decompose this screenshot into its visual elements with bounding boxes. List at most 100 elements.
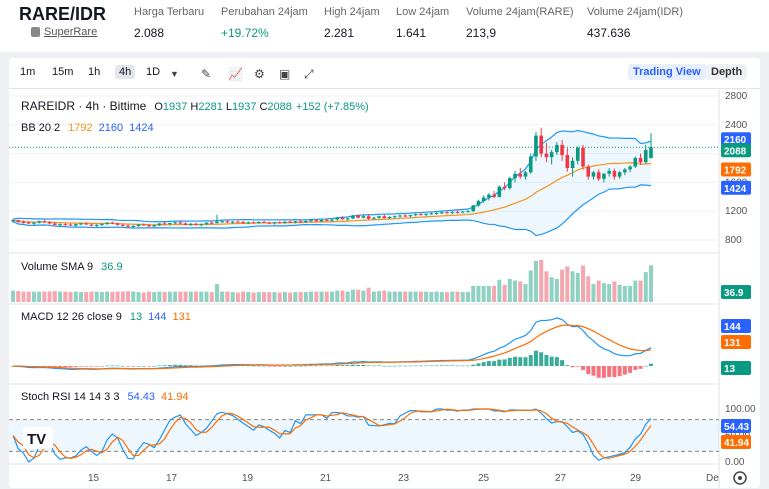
volume-bar: [356, 289, 361, 302]
settings-icon[interactable]: [733, 471, 747, 485]
candle: [591, 172, 596, 177]
candle: [575, 147, 580, 161]
macd-histogram-bar: [418, 365, 423, 367]
stoch-d-tag: 41.94: [724, 438, 749, 449]
gear-icon[interactable]: ⚙: [254, 67, 265, 81]
volume-bar: [78, 292, 83, 302]
volume-bar: [225, 291, 230, 302]
depth-button[interactable]: Depth: [706, 64, 748, 80]
volume-bar: [486, 285, 491, 302]
chart-canvas[interactable]: RAREIDR · 4h · Bittime O1937 H2281 L1937 C20…: [9, 58, 760, 488]
macd-histogram-bar: [460, 365, 465, 367]
last-price-tag-bg: [721, 143, 751, 158]
volume-bar: [262, 292, 267, 302]
interval-1m[interactable]: 1m: [20, 66, 36, 78]
volume-bars: [11, 260, 653, 302]
candle: [476, 201, 481, 206]
candle: [84, 223, 89, 225]
trading-view-button[interactable]: Trading View: [628, 64, 706, 80]
candle: [429, 213, 434, 215]
stoch-d-tag-bg: [721, 435, 751, 449]
candle: [570, 160, 575, 168]
macd-histogram-bar: [638, 366, 643, 369]
stoch-tick-label: 100.00: [725, 404, 756, 415]
macd-histogram-bar: [152, 365, 157, 367]
save-icon[interactable]: ▣: [279, 67, 291, 81]
candle: [309, 220, 313, 222]
stat-last-price: Harga Terbaru 2.088: [134, 6, 205, 40]
macd-histogram-bar: [539, 352, 544, 366]
macd-histogram-bar: [350, 364, 355, 366]
volume-bar: [214, 284, 219, 302]
bollinger-lower-line: [12, 184, 652, 237]
volume-bar: [73, 291, 78, 302]
candle: [63, 224, 68, 226]
token-source-label[interactable]: SuperRare: [44, 26, 98, 38]
volume-bar: [194, 291, 199, 302]
macd-histogram-bar: [377, 365, 382, 367]
candle: [11, 220, 15, 222]
macd-histogram-bar: [607, 366, 612, 377]
volume-bar: [68, 292, 73, 302]
volume-bar: [282, 292, 287, 302]
macd-histogram-bar: [471, 364, 476, 366]
volume-bar: [581, 265, 586, 302]
volume-bar: [309, 291, 314, 302]
candle: [314, 220, 319, 222]
candle: [617, 172, 622, 177]
pencil-icon[interactable]: ✎: [201, 67, 212, 81]
candle: [408, 215, 413, 217]
legend-macd: MACD 12 26 close 9 13 144 131: [21, 311, 191, 323]
macd-histogram-bar: [528, 355, 533, 366]
interval-4h[interactable]: 4h: [115, 65, 136, 79]
macd-histogram-bar: [533, 350, 538, 366]
volume-bar: [31, 291, 36, 302]
token-source-link[interactable]: SuperRare: [31, 26, 97, 38]
macd-histogram-bar: [194, 365, 199, 367]
macd-histogram-bar: [199, 365, 204, 367]
volume-bar: [178, 291, 183, 302]
macd-histogram-bar: [78, 366, 83, 367]
volume-bar: [382, 290, 387, 302]
interval-15m[interactable]: 15m: [52, 66, 74, 78]
candle: [340, 217, 345, 220]
volume-bar: [204, 291, 209, 302]
volume-bar: [554, 278, 559, 302]
volume-bar: [94, 291, 99, 302]
macd-histogram-bar: [476, 363, 481, 366]
chart-panel[interactable]: 1m 15m 1h 4h 1D ▼ ✎ 📈 ⚙ ▣ ⤢ Trading View…: [9, 58, 760, 488]
candle: [508, 178, 512, 189]
macd-histogram-bar: [73, 366, 78, 367]
volume-bar: [303, 292, 308, 302]
fullscreen-icon[interactable]: ⤢: [304, 67, 314, 81]
volume-bar: [120, 291, 125, 302]
volume-bar: [21, 291, 26, 302]
macd-histogram-bar: [549, 356, 554, 366]
macd-histogram-bar: [288, 365, 293, 367]
interval-1d[interactable]: 1D: [146, 66, 161, 78]
macd-histogram-bar: [523, 357, 528, 366]
volume-bar: [366, 287, 371, 302]
legend-bollinger: BB 20 2 1792 2160 1424: [21, 122, 154, 134]
chevron-down-icon[interactable]: ▼: [170, 69, 179, 79]
macd-histogram-bar: [502, 359, 507, 366]
volume-bar: [397, 291, 402, 302]
indicator-icon[interactable]: 📈: [228, 67, 243, 81]
candle: [173, 222, 177, 224]
volume-bar: [533, 260, 538, 302]
volume-bar: [246, 292, 251, 302]
candle: [293, 221, 298, 223]
macd-histogram-bar: [335, 365, 340, 366]
interval-1h[interactable]: 1h: [88, 66, 101, 78]
volume-bar: [497, 279, 502, 302]
candle: [199, 224, 204, 226]
volume-bar: [52, 291, 57, 302]
macd-histogram-bar: [518, 357, 523, 366]
date-tick-label: 29: [630, 473, 642, 484]
macd-histogram-bar: [565, 365, 570, 366]
candle: [560, 144, 564, 156]
macd-histogram-bar: [575, 366, 580, 367]
candle: [73, 224, 78, 226]
volume-bar: [649, 265, 653, 302]
date-tick-label: 23: [398, 473, 410, 484]
